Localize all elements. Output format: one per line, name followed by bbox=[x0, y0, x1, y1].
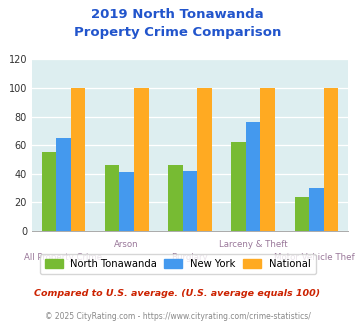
Bar bbox=[105, 165, 120, 231]
Bar bbox=[295, 197, 309, 231]
Bar bbox=[56, 138, 71, 231]
Bar bbox=[183, 171, 197, 231]
Legend: North Tonawanda, New York, National: North Tonawanda, New York, National bbox=[39, 254, 316, 274]
Bar bbox=[260, 88, 275, 231]
Text: All Property Crime: All Property Crime bbox=[24, 253, 103, 262]
Bar bbox=[42, 152, 56, 231]
Bar bbox=[134, 88, 148, 231]
Text: Motor Vehicle Theft: Motor Vehicle Theft bbox=[274, 253, 355, 262]
Text: Compared to U.S. average. (U.S. average equals 100): Compared to U.S. average. (U.S. average … bbox=[34, 289, 321, 298]
Bar bbox=[71, 88, 85, 231]
Text: © 2025 CityRating.com - https://www.cityrating.com/crime-statistics/: © 2025 CityRating.com - https://www.city… bbox=[45, 312, 310, 321]
Bar bbox=[231, 142, 246, 231]
Bar bbox=[120, 172, 134, 231]
Bar bbox=[246, 122, 260, 231]
Text: Property Crime Comparison: Property Crime Comparison bbox=[74, 26, 281, 39]
Text: 2019 North Tonawanda: 2019 North Tonawanda bbox=[91, 8, 264, 21]
Text: Burglary: Burglary bbox=[171, 253, 208, 262]
Bar bbox=[197, 88, 212, 231]
Bar bbox=[309, 188, 323, 231]
Bar bbox=[168, 165, 183, 231]
Text: Larceny & Theft: Larceny & Theft bbox=[219, 241, 288, 249]
Text: Arson: Arson bbox=[114, 241, 139, 249]
Bar bbox=[323, 88, 338, 231]
